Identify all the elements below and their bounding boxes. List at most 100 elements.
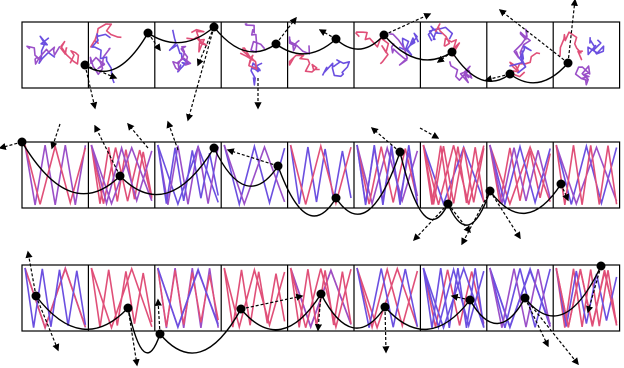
- connector-curve: [35, 295, 129, 330]
- direction-arrow: [127, 122, 149, 149]
- node-markers: [17, 22, 606, 339]
- connector-curve: [127, 307, 161, 354]
- panel-row-1: [21, 21, 621, 89]
- connector-curve: [320, 293, 386, 329]
- direction-arrow: [314, 293, 323, 332]
- direction-arrow: [484, 73, 511, 83]
- connector-curve: [335, 34, 385, 50]
- direction-arrow: [275, 16, 297, 45]
- trajectory-path: [157, 144, 219, 204]
- connector-curve: [240, 293, 322, 331]
- trajectory-path: [223, 266, 286, 331]
- node-marker: [447, 47, 457, 57]
- connector-curve: [399, 151, 449, 221]
- node-marker: [17, 137, 27, 147]
- trajectory-path: [223, 143, 286, 208]
- trajectory-path: [186, 28, 208, 53]
- trajectory-path: [355, 31, 390, 65]
- trajectory-path: [288, 54, 320, 73]
- node-marker: [316, 289, 326, 299]
- trajectory-path: [422, 144, 485, 205]
- node-marker: [443, 199, 453, 209]
- node-marker: [123, 303, 133, 313]
- direction-arrow: [50, 123, 61, 150]
- direction-arrow: [447, 203, 471, 234]
- trajectory-path: [24, 144, 87, 206]
- direction-arrow: [226, 148, 279, 167]
- node-marker: [563, 58, 573, 68]
- trajectory-path: [38, 35, 56, 64]
- trajectory-path: [89, 23, 122, 48]
- connector-curve: [277, 165, 337, 217]
- connector-curve: [213, 147, 279, 187]
- connector-curve: [147, 26, 215, 44]
- trajectory-path: [356, 267, 419, 328]
- connector-curve: [159, 308, 242, 354]
- trajectory-path: [223, 144, 286, 207]
- direction-arrow: [524, 297, 579, 366]
- trajectory-path: [422, 267, 485, 329]
- trajectory-path: [24, 267, 87, 328]
- node-marker: [209, 22, 219, 32]
- direction-arrow: [240, 293, 304, 310]
- node-marker: [380, 302, 390, 312]
- node-marker: [556, 179, 566, 189]
- node-marker: [273, 161, 283, 171]
- direction-arrow: [498, 9, 569, 64]
- node-marker: [379, 30, 389, 40]
- trajectory-path: [289, 267, 352, 331]
- direction-arrow: [567, 0, 578, 64]
- trajectory-path: [239, 47, 258, 70]
- connector-curve: [84, 32, 149, 73]
- trajectory-path: [422, 266, 485, 331]
- connector-curve: [447, 190, 491, 226]
- connector-curve: [275, 38, 337, 55]
- trajectory-path: [422, 144, 485, 205]
- trajectory-path: [356, 144, 419, 207]
- connector-curve: [509, 62, 569, 84]
- trajectory-path: [389, 33, 409, 66]
- node-marker: [331, 34, 341, 44]
- trajectory-path: [91, 33, 115, 84]
- trajectory-path: [398, 32, 420, 56]
- trajectory-path: [288, 36, 311, 55]
- direction-arrow: [413, 203, 449, 242]
- trajectory-path: [89, 47, 111, 76]
- node-marker: [155, 329, 165, 339]
- trajectory-path: [555, 267, 618, 327]
- connector-curve: [21, 141, 121, 195]
- node-marker: [596, 261, 606, 271]
- trajectory-path: [422, 144, 485, 205]
- trajectory-path: [587, 37, 605, 56]
- trajectory-path: [321, 59, 351, 78]
- direction-arrow: [166, 120, 179, 151]
- connector-curve: [469, 297, 526, 325]
- connector-curve: [524, 265, 602, 317]
- panel-row-2: [21, 141, 621, 209]
- direction-arrow: [382, 306, 390, 354]
- direction-arrow: [524, 297, 549, 348]
- trajectory-path: [356, 266, 419, 331]
- direction-arrow: [370, 127, 401, 153]
- connector-curve: [451, 51, 511, 83]
- trajectory-path: [555, 267, 618, 328]
- trajectory-path: [157, 267, 219, 330]
- trajectory-path: [244, 23, 266, 53]
- node-marker: [465, 295, 475, 305]
- direction-arrow: [383, 13, 432, 36]
- trajectory-path: [168, 29, 190, 73]
- trajectory-path: [157, 144, 219, 205]
- direction-arrow: [586, 265, 602, 314]
- direction-arrow: [84, 64, 118, 80]
- trajectory-path: [90, 144, 153, 207]
- connector-curve: [489, 183, 562, 215]
- trajectory-path: [223, 267, 286, 328]
- connector-curve: [119, 147, 215, 196]
- trajectory-path: [289, 144, 352, 205]
- trajectory-path: [489, 144, 551, 204]
- direction-arrow: [0, 141, 23, 150]
- trajectory-path: [356, 144, 419, 206]
- node-marker: [271, 39, 281, 49]
- trajectory-path: [509, 45, 532, 74]
